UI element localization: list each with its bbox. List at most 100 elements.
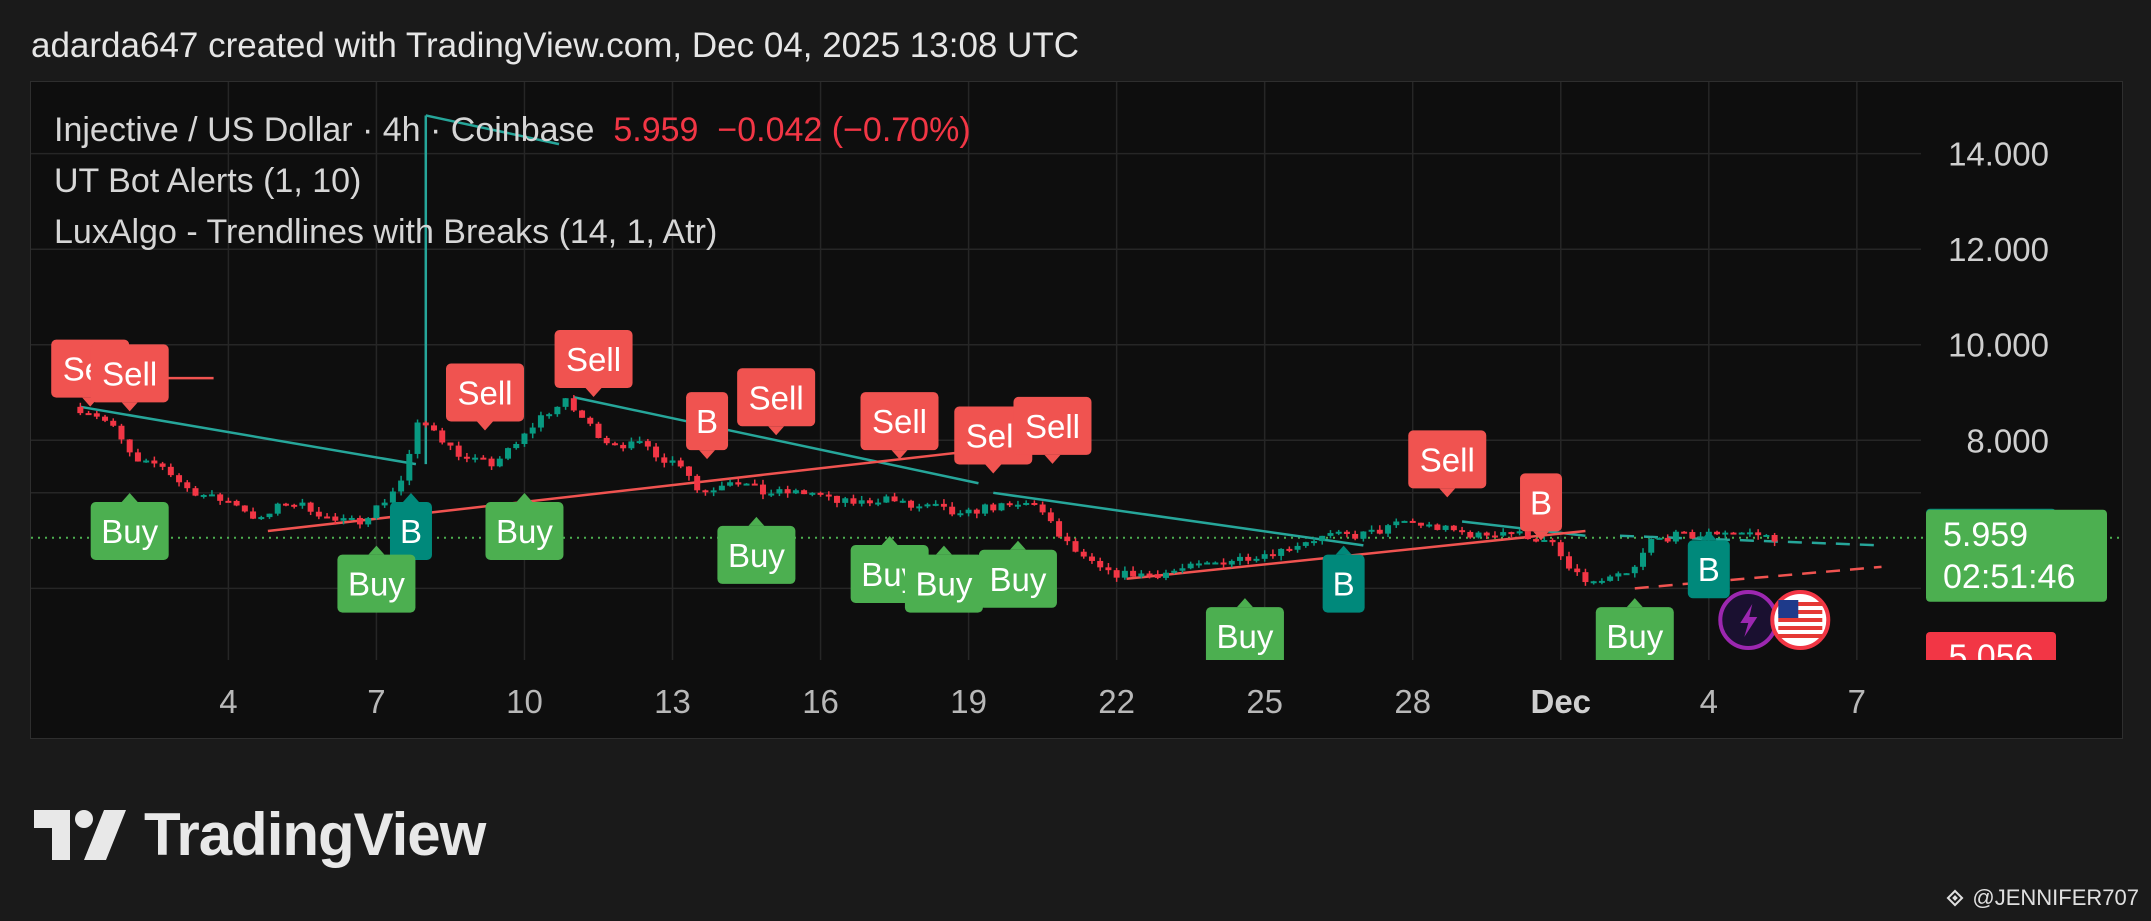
- x-axis-tick-label: 28: [1394, 683, 1431, 720]
- buy-signal-label[interactable]: Buy: [485, 493, 564, 561]
- sell-signal-label[interactable]: Sell: [90, 344, 169, 412]
- signal-label-text: B: [1530, 484, 1552, 521]
- candle-body: [1228, 560, 1235, 565]
- buy-signal-label[interactable]: Buy: [1595, 598, 1674, 665]
- indicator-ut-bot[interactable]: UT Bot Alerts (1, 10): [54, 162, 362, 200]
- candle-body: [143, 460, 150, 463]
- candle-body: [1261, 554, 1268, 559]
- signal-label-box: [1322, 554, 1365, 613]
- signal-label-pointer: [768, 426, 785, 436]
- candle-body: [1541, 539, 1548, 542]
- candle-body: [1146, 573, 1153, 576]
- b-signal-label[interactable]: B: [389, 493, 432, 561]
- x-axis-tick-label: 19: [950, 683, 987, 720]
- candle-body: [1245, 556, 1252, 561]
- x-axis-tick-label: 4: [219, 683, 237, 720]
- legend-symbol-row[interactable]: Injective / US Dollar · 4h · Coinbase 5.…: [54, 105, 971, 156]
- candle-body: [768, 493, 775, 496]
- signal-label-pointer: [1439, 488, 1456, 498]
- signal-label-text: B: [400, 513, 422, 550]
- buy-signal-label[interactable]: Buy: [717, 516, 796, 584]
- sell-signal-label[interactable]: Sell: [1408, 430, 1487, 498]
- trendline: [425, 114, 560, 146]
- signal-label-box: [389, 502, 432, 561]
- candle-body: [685, 466, 692, 476]
- chart-frame[interactable]: Sell Sell Sell Sell B Sell Sell Sell Sell Sell B Bu…: [30, 81, 2123, 739]
- b-signal-label[interactable]: B: [1687, 531, 1730, 599]
- sell-signal-label[interactable]: Sell: [954, 406, 1033, 474]
- candle-body: [751, 483, 758, 486]
- candle-body: [1491, 535, 1498, 538]
- signal-label-text: Buy: [496, 513, 553, 550]
- candle-body: [1516, 531, 1523, 534]
- candle-body: [644, 441, 651, 447]
- signal-label-box: [1687, 540, 1730, 599]
- watermark-handle: @JENNIFER707: [1972, 885, 2139, 910]
- candle-body: [373, 505, 380, 519]
- last-price: 5.959: [613, 111, 699, 149]
- signal-label-text: Buy: [348, 566, 405, 603]
- buy-signal-label[interactable]: Buy: [1205, 598, 1284, 665]
- candle-body: [669, 460, 676, 463]
- candle-body: [1253, 558, 1260, 561]
- candle-body: [77, 406, 84, 414]
- candle-body: [126, 439, 133, 453]
- candle-body: [398, 480, 405, 492]
- flag-stripe: [1778, 626, 1823, 630]
- signal-label-box: [90, 344, 169, 403]
- sell-signal-label[interactable]: Sell: [554, 330, 633, 398]
- signal-label-pointer: [121, 402, 138, 412]
- sell-signal-label[interactable]: Sell: [1013, 396, 1092, 464]
- candle-body: [439, 430, 446, 443]
- trendline: [267, 439, 1068, 533]
- signal-label-box: [1595, 607, 1674, 660]
- trendline: [1619, 534, 1882, 547]
- sell-signal-label[interactable]: Sell: [737, 368, 816, 436]
- candle-body: [809, 492, 816, 495]
- buy-signal-label[interactable]: Buy: [978, 540, 1057, 608]
- candle-body: [151, 460, 158, 464]
- lightning-icon: [1740, 604, 1758, 637]
- candle-body: [957, 513, 964, 516]
- candle-body: [1302, 542, 1309, 546]
- sell-signal-label[interactable]: Sell: [860, 392, 939, 460]
- b-signal-label[interactable]: B: [1322, 545, 1365, 613]
- sell-signal-label[interactable]: B: [1520, 473, 1563, 541]
- buy-signal-label[interactable]: Buy: [90, 493, 169, 561]
- indicator-luxalgo[interactable]: LuxAlgo - Trendlines with Breaks (14, 1,…: [54, 213, 718, 251]
- signal-label-pointer: [1009, 540, 1026, 550]
- candle-body: [1615, 573, 1622, 577]
- candle-body: [1031, 502, 1038, 505]
- buy-signal-label[interactable]: Buy: [337, 545, 416, 613]
- candle-body: [1385, 525, 1392, 534]
- candle-body: [233, 500, 240, 506]
- candle-body: [727, 482, 734, 486]
- signal-label-text: Sell: [872, 403, 927, 440]
- signal-label-text: Sell: [966, 417, 1021, 454]
- candle-body: [694, 475, 701, 491]
- candle-body: [521, 433, 528, 444]
- y-axis-tick-label: 12.000: [1948, 231, 2049, 268]
- candle-body: [1343, 531, 1350, 534]
- tradingview-logo[interactable]: TradingView: [34, 800, 486, 869]
- candle-body: [315, 511, 322, 517]
- sell-signal-label[interactable]: Sell: [445, 363, 524, 431]
- binance-diamond-icon: [1946, 889, 1964, 907]
- candle-body: [1237, 556, 1244, 561]
- buy-signal-label[interactable]: Buy: [904, 545, 983, 613]
- candle-body: [102, 416, 109, 421]
- candle-body: [875, 502, 882, 505]
- candle-body: [940, 503, 947, 507]
- signal-label-pointer: [121, 493, 138, 503]
- candle-body: [1467, 532, 1474, 538]
- signal-label-box: [1520, 473, 1563, 532]
- flag-canton: [1778, 600, 1799, 618]
- signal-label-pointer: [748, 516, 765, 526]
- candle-body: [1162, 572, 1169, 578]
- signal-label-box: [90, 502, 169, 561]
- candle-body: [1417, 522, 1424, 526]
- candle-body: [1097, 560, 1104, 568]
- flag-stripe: [1778, 634, 1823, 638]
- sell-signal-label[interactable]: B: [686, 392, 729, 460]
